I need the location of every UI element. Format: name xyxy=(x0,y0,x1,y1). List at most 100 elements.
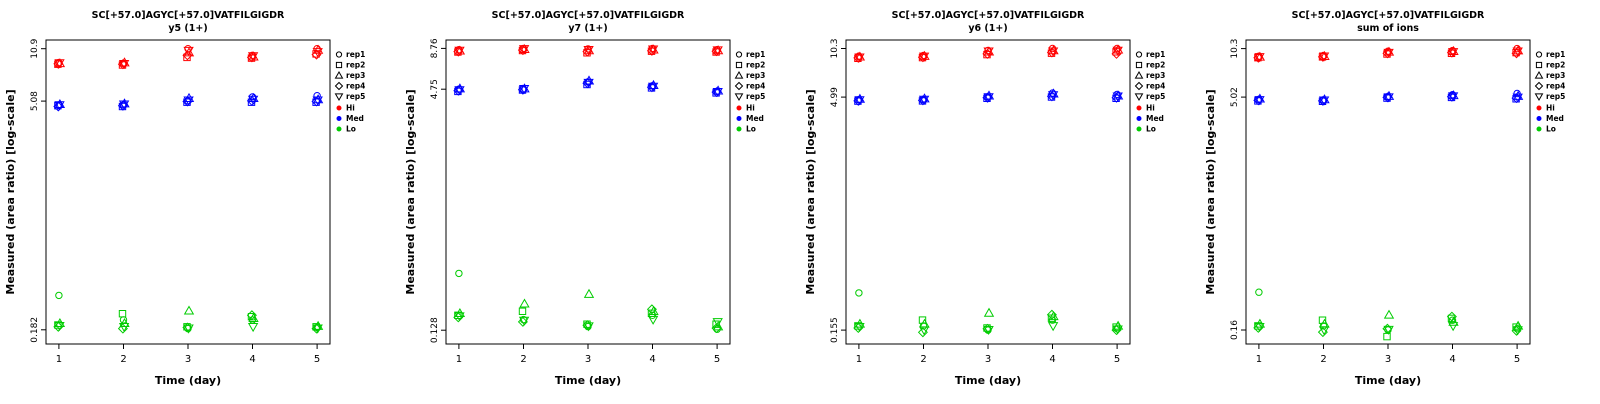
x-axis: 1 2 3 4 5 Time (day) xyxy=(456,344,720,387)
svg-text:10.3: 10.3 xyxy=(830,38,840,58)
svg-text:rep5: rep5 xyxy=(1546,92,1565,101)
svg-text:1: 1 xyxy=(856,354,862,365)
svg-text:4.75: 4.75 xyxy=(430,79,440,99)
svg-text:rep4: rep4 xyxy=(346,82,365,91)
chart-panel-sum: SC[+57.0]AGYC[+57.0]VATFILGIGDR sum of io… xyxy=(1200,0,1600,400)
chart-svg: SC[+57.0]AGYC[+57.0]VATFILGIGDR y5 (1+) 1 2… xyxy=(4,10,365,387)
svg-text:Lo: Lo xyxy=(1546,125,1556,134)
data-points xyxy=(453,43,724,334)
svg-text:rep4: rep4 xyxy=(1546,82,1565,91)
svg-text:rep4: rep4 xyxy=(1146,82,1165,91)
chart-svg: SC[+57.0]AGYC[+57.0]VATFILGIGDR sum of io… xyxy=(1204,10,1565,387)
svg-text:2: 2 xyxy=(1320,354,1326,365)
svg-text:SC[+57.0]AGYC[+57.0]VATFILGIGD: SC[+57.0]AGYC[+57.0]VATFILGIGDR xyxy=(892,10,1085,21)
svg-text:Lo: Lo xyxy=(346,125,356,134)
svg-text:3: 3 xyxy=(185,354,191,365)
svg-text:10.9: 10.9 xyxy=(30,38,40,58)
svg-text:y5 (1+): y5 (1+) xyxy=(168,23,207,34)
svg-text:4: 4 xyxy=(1049,354,1055,365)
svg-text:rep3: rep3 xyxy=(1146,71,1165,80)
svg-text:Hi: Hi xyxy=(746,104,755,113)
svg-text:rep1: rep1 xyxy=(1546,50,1565,59)
svg-text:0.16: 0.16 xyxy=(1230,320,1240,340)
svg-text:1: 1 xyxy=(456,354,462,365)
svg-text:rep3: rep3 xyxy=(746,71,765,80)
x-axis: 1 2 3 4 5 Time (day) xyxy=(856,344,1120,387)
svg-text:Measured (area ratio) [log-sca: Measured (area ratio) [log-scale] xyxy=(4,89,17,294)
svg-text:Med: Med xyxy=(1146,114,1164,123)
svg-text:Med: Med xyxy=(346,114,364,123)
svg-text:rep5: rep5 xyxy=(346,92,365,101)
chart-title: SC[+57.0]AGYC[+57.0]VATFILGIGDR y6 (1+) xyxy=(892,10,1085,34)
svg-text:Med: Med xyxy=(746,114,764,123)
svg-text:5: 5 xyxy=(1114,354,1120,365)
chart-title: SC[+57.0]AGYC[+57.0]VATFILGIGDR y5 (1+) xyxy=(92,10,285,34)
svg-text:SC[+57.0]AGYC[+57.0]VATFILGIGD: SC[+57.0]AGYC[+57.0]VATFILGIGDR xyxy=(1292,10,1485,21)
svg-text:SC[+57.0]AGYC[+57.0]VATFILGIGD: SC[+57.0]AGYC[+57.0]VATFILGIGDR xyxy=(92,10,285,21)
svg-text:Time (day): Time (day) xyxy=(955,374,1021,387)
svg-text:rep3: rep3 xyxy=(346,71,365,80)
svg-text:Measured (area ratio) [log-sca: Measured (area ratio) [log-scale] xyxy=(1204,89,1217,294)
data-points xyxy=(853,44,1124,338)
svg-text:1: 1 xyxy=(1256,354,1262,365)
svg-text:Med: Med xyxy=(1546,114,1564,123)
svg-text:3: 3 xyxy=(985,354,991,365)
svg-text:3: 3 xyxy=(585,354,591,365)
svg-text:y6 (1+): y6 (1+) xyxy=(968,23,1007,34)
data-points xyxy=(1253,44,1524,341)
svg-text:2: 2 xyxy=(520,354,526,365)
y-axis: 0.16 5.02 10.3 Measured (area ratio) [log-s… xyxy=(1204,39,1246,340)
chart-svg: SC[+57.0]AGYC[+57.0]VATFILGIGDR y7 (1+) 1 2… xyxy=(404,10,765,387)
svg-text:5: 5 xyxy=(714,354,720,365)
svg-text:5: 5 xyxy=(1514,354,1520,365)
y-axis: 0.128 4.75 8.76 Measured (area ratio) [log-… xyxy=(404,38,446,343)
svg-text:Hi: Hi xyxy=(1546,104,1555,113)
data-points xyxy=(53,44,324,334)
svg-text:SC[+57.0]AGYC[+57.0]VATFILGIGD: SC[+57.0]AGYC[+57.0]VATFILGIGDR xyxy=(492,10,685,21)
svg-text:5: 5 xyxy=(314,354,320,365)
svg-text:8.76: 8.76 xyxy=(430,38,440,58)
svg-text:y7 (1+): y7 (1+) xyxy=(568,23,607,34)
svg-text:Time (day): Time (day) xyxy=(155,374,221,387)
svg-text:5.08: 5.08 xyxy=(30,91,40,111)
svg-text:2: 2 xyxy=(120,354,126,365)
svg-text:sum of ions: sum of ions xyxy=(1357,23,1419,34)
svg-text:1: 1 xyxy=(56,354,62,365)
plot-box xyxy=(845,39,1131,345)
svg-text:rep1: rep1 xyxy=(1146,50,1165,59)
svg-text:rep1: rep1 xyxy=(346,50,365,59)
svg-text:3: 3 xyxy=(1385,354,1391,365)
svg-text:Hi: Hi xyxy=(346,104,355,113)
chart-svg: SC[+57.0]AGYC[+57.0]VATFILGIGDR y6 (1+) 1 2… xyxy=(804,10,1165,387)
plot-box xyxy=(45,39,331,345)
svg-text:rep2: rep2 xyxy=(1546,61,1565,70)
svg-text:rep2: rep2 xyxy=(746,61,765,70)
y-axis: 0.182 5.08 10.9 Measured (area ratio) [log-… xyxy=(4,38,46,343)
svg-text:rep4: rep4 xyxy=(746,82,765,91)
svg-text:Lo: Lo xyxy=(1146,125,1156,134)
svg-text:0.155: 0.155 xyxy=(830,317,840,343)
svg-text:4: 4 xyxy=(649,354,655,365)
svg-text:4.99: 4.99 xyxy=(830,87,840,107)
x-axis: 1 2 3 4 5 Time (day) xyxy=(56,344,320,387)
svg-text:rep1: rep1 xyxy=(746,50,765,59)
svg-text:0.128: 0.128 xyxy=(430,317,440,343)
svg-text:Lo: Lo xyxy=(746,125,756,134)
svg-text:2: 2 xyxy=(920,354,926,365)
svg-text:Time (day): Time (day) xyxy=(1355,374,1421,387)
svg-text:Hi: Hi xyxy=(1146,104,1155,113)
chart-panel-y6: SC[+57.0]AGYC[+57.0]VATFILGIGDR y6 (1+) 1 2… xyxy=(800,0,1200,400)
svg-text:rep2: rep2 xyxy=(346,61,365,70)
svg-text:rep2: rep2 xyxy=(1146,61,1165,70)
svg-text:Measured (area ratio) [log-sca: Measured (area ratio) [log-scale] xyxy=(404,89,417,294)
y-axis: 0.155 4.99 10.3 Measured (area ratio) [log-… xyxy=(804,38,846,343)
svg-text:4: 4 xyxy=(249,354,255,365)
chart-title: SC[+57.0]AGYC[+57.0]VATFILGIGDR y7 (1+) xyxy=(492,10,685,34)
x-axis: 1 2 3 4 5 Time (day) xyxy=(1256,344,1520,387)
svg-text:rep5: rep5 xyxy=(746,92,765,101)
